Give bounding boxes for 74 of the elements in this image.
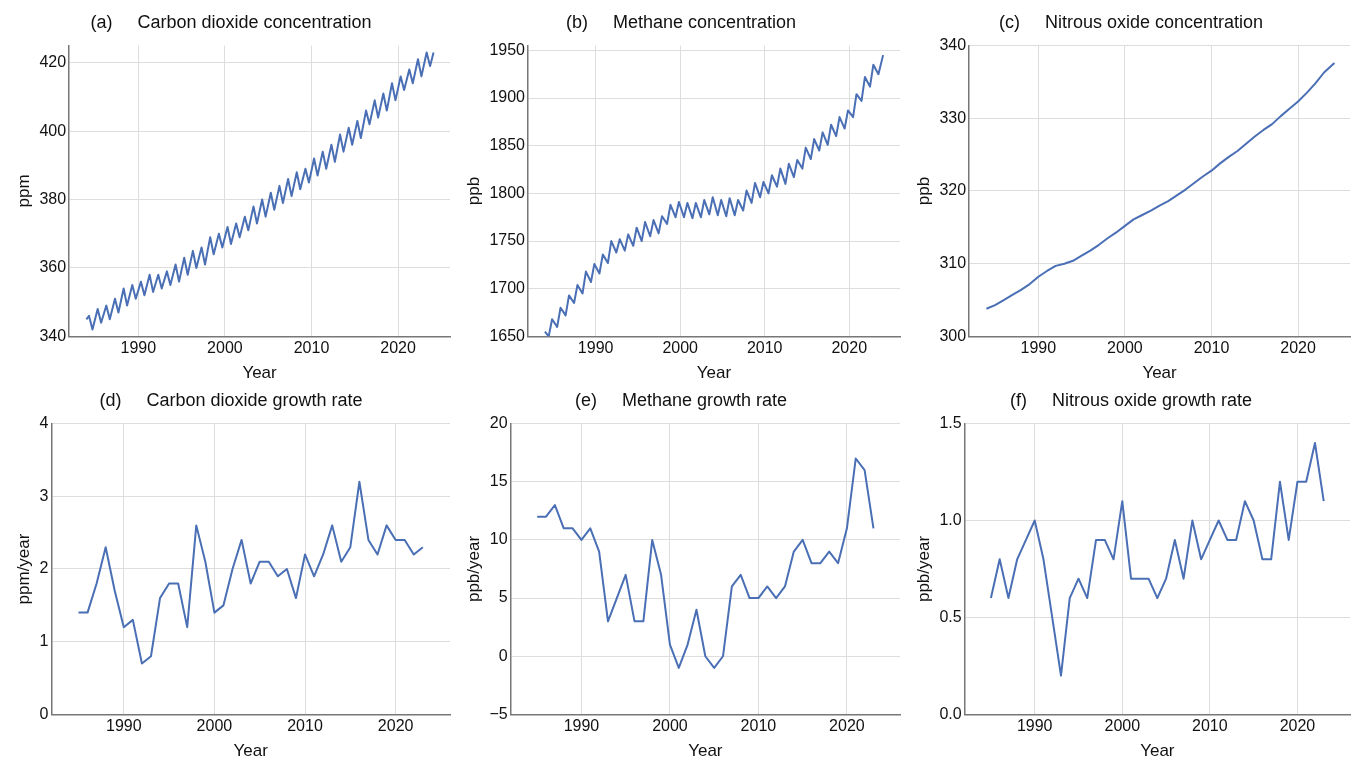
x-axis-title: Year	[242, 363, 278, 383]
x-tick-label: 2000	[652, 717, 688, 735]
x-tick-label: 2010	[1193, 339, 1230, 357]
y-tick-label: 340	[939, 36, 967, 54]
x-tick-label: 2000	[207, 339, 243, 357]
x-axis-title: Year	[1142, 363, 1178, 383]
y-tick-label: 10	[489, 530, 508, 548]
x-tick-label: 2000	[1107, 339, 1143, 357]
y-axis-title: ppb	[463, 176, 483, 206]
y-tick-label: 15	[489, 472, 508, 490]
x-axis-title: Year	[688, 741, 723, 761]
x-tick-label: 1990	[563, 717, 600, 735]
y-tick-label: 2	[39, 559, 49, 577]
y-tick-label: 1800	[489, 183, 526, 201]
x-tick-label: 2020	[829, 717, 865, 735]
x-axis-title: Year	[696, 363, 732, 383]
x-tick-label: 1990	[1020, 339, 1057, 357]
x-tick-label: 2010	[1192, 717, 1228, 735]
x-tick-label: 2000	[196, 717, 233, 735]
x-tick-label: 2010	[293, 339, 330, 357]
y-tick-label: 360	[39, 258, 67, 276]
y-tick-label: 1.0	[939, 510, 962, 528]
y-tick-label: 1900	[489, 88, 526, 106]
chart-title: (e) Methane growth rate	[574, 389, 788, 410]
y-tick-label: 1750	[489, 231, 526, 249]
x-tick-label: 2000	[662, 339, 699, 357]
y-tick-label: 340	[39, 326, 67, 344]
y-tick-label: 1650	[489, 326, 526, 344]
y-tick-label: 3	[39, 486, 49, 504]
x-tick-label: 1990	[1016, 717, 1053, 735]
x-tick-label: 2010	[746, 339, 783, 357]
y-tick-label: 0	[39, 704, 49, 722]
chart-title: (b) Methane concentration	[565, 11, 797, 32]
y-tick-label: 330	[939, 108, 967, 126]
y-tick-label: 1950	[489, 40, 526, 58]
x-axis-title: Year	[233, 741, 269, 761]
chart-title: (f) Nitrous oxide growth rate	[1009, 389, 1253, 410]
y-tick-label: 420	[39, 53, 67, 71]
y-tick-label: 1.5	[939, 414, 962, 432]
x-axis-title: Year	[1140, 741, 1175, 761]
x-tick-label: 2020	[1280, 339, 1316, 357]
y-tick-label: 400	[39, 121, 67, 139]
chart-title: (c) Nitrous oxide concentration	[998, 11, 1264, 32]
y-tick-label: 310	[939, 254, 967, 272]
y-tick-label: 1850	[489, 136, 526, 154]
y-tick-label: 380	[39, 189, 67, 207]
x-tick-label: 2010	[740, 717, 777, 735]
y-tick-label: 1	[39, 632, 49, 650]
chart-title: (d) Carbon dioxide growth rate	[99, 389, 363, 410]
y-tick-label: 4	[39, 414, 49, 432]
y-tick-label: 0	[498, 646, 508, 664]
x-tick-label: 2020	[1279, 717, 1316, 735]
y-tick-label: 20	[489, 414, 508, 432]
y-axis-title: ppb/year	[463, 535, 483, 603]
y-tick-label: −5	[489, 704, 508, 722]
x-tick-label: 2000	[1104, 717, 1141, 735]
x-tick-label: 2010	[287, 717, 323, 735]
y-tick-label: 300	[939, 326, 967, 344]
y-tick-label: 1700	[489, 279, 526, 297]
chart-title: (a) Carbon dioxide concentration	[90, 11, 372, 32]
y-tick-label: 320	[939, 181, 967, 199]
y-axis-title: ppm/year	[13, 533, 33, 605]
y-axis-title: ppm	[13, 174, 33, 208]
y-axis-title: ppb/year	[913, 535, 933, 603]
y-tick-label: 5	[498, 588, 508, 606]
y-tick-label: 0.5	[939, 607, 962, 625]
x-tick-label: 2020	[380, 339, 416, 357]
y-axis-title: ppb	[913, 176, 933, 206]
y-tick-label: 0.0	[939, 704, 962, 722]
x-tick-label: 1990	[120, 339, 157, 357]
x-tick-label: 1990	[105, 717, 142, 735]
x-tick-label: 1990	[577, 339, 614, 357]
x-tick-label: 2020	[377, 717, 414, 735]
x-tick-label: 2020	[831, 339, 868, 357]
